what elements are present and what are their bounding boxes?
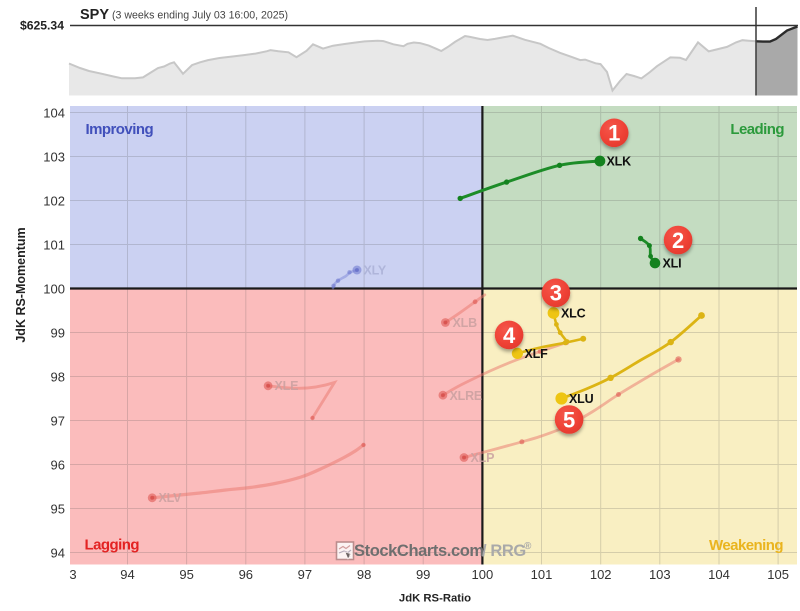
svg-text:94: 94 <box>120 567 134 582</box>
svg-text:(3 weeks ending July 03 16:00,: (3 weeks ending July 03 16:00, 2025) <box>112 10 288 22</box>
svg-text:XLC: XLC <box>561 307 586 321</box>
svg-text:Leading: Leading <box>730 121 784 138</box>
svg-text:101: 101 <box>531 567 553 582</box>
svg-text:Improving: Improving <box>86 121 154 138</box>
svg-text:®: ® <box>524 541 532 552</box>
svg-text:95: 95 <box>179 567 193 582</box>
svg-text:99: 99 <box>51 325 65 340</box>
svg-text:95: 95 <box>51 501 65 516</box>
svg-text:94: 94 <box>51 545 65 560</box>
svg-text:100: 100 <box>472 567 494 582</box>
svg-text:SPY: SPY <box>80 7 109 23</box>
svg-text:XLB: XLB <box>453 316 478 330</box>
svg-text:StockCharts.com: StockCharts.com <box>354 542 484 560</box>
svg-text:100: 100 <box>43 281 65 296</box>
svg-text:97: 97 <box>51 413 65 428</box>
svg-text:/ RRG: / RRG <box>482 542 526 560</box>
svg-text:102: 102 <box>43 193 65 208</box>
svg-text:104: 104 <box>708 567 730 582</box>
svg-text:3: 3 <box>550 281 562 306</box>
svg-text:3: 3 <box>69 567 76 582</box>
svg-text:103: 103 <box>649 567 671 582</box>
svg-text:XLV: XLV <box>159 491 183 505</box>
svg-text:5: 5 <box>563 407 575 432</box>
svg-text:96: 96 <box>51 457 65 472</box>
svg-text:$625.34: $625.34 <box>20 19 64 33</box>
svg-text:Lagging: Lagging <box>85 537 140 554</box>
svg-text:96: 96 <box>239 567 253 582</box>
svg-text:XLP: XLP <box>471 451 495 465</box>
svg-text:XLI: XLI <box>663 257 682 271</box>
svg-text:2: 2 <box>672 228 684 253</box>
svg-text:102: 102 <box>590 567 612 582</box>
svg-text:99: 99 <box>416 567 430 582</box>
svg-text:Weakening: Weakening <box>709 537 783 554</box>
svg-text:104: 104 <box>43 105 65 120</box>
svg-text:4: 4 <box>503 323 516 348</box>
svg-text:XLF: XLF <box>525 347 549 361</box>
svg-text:XLU: XLU <box>569 392 594 406</box>
svg-text:98: 98 <box>51 369 65 384</box>
svg-text:XLK: XLK <box>607 155 632 169</box>
svg-text:XLE: XLE <box>275 379 299 393</box>
svg-text:JdK RS-Momentum: JdK RS-Momentum <box>14 227 28 342</box>
svg-text:101: 101 <box>43 237 65 252</box>
svg-text:JdK RS-Ratio: JdK RS-Ratio <box>399 593 471 605</box>
svg-text:XLY: XLY <box>364 264 387 278</box>
svg-text:1: 1 <box>608 121 620 146</box>
svg-text:105: 105 <box>767 567 789 582</box>
svg-text:98: 98 <box>357 567 371 582</box>
svg-text:XLRE: XLRE <box>450 389 483 403</box>
svg-text:103: 103 <box>43 149 65 164</box>
svg-text:97: 97 <box>298 567 312 582</box>
